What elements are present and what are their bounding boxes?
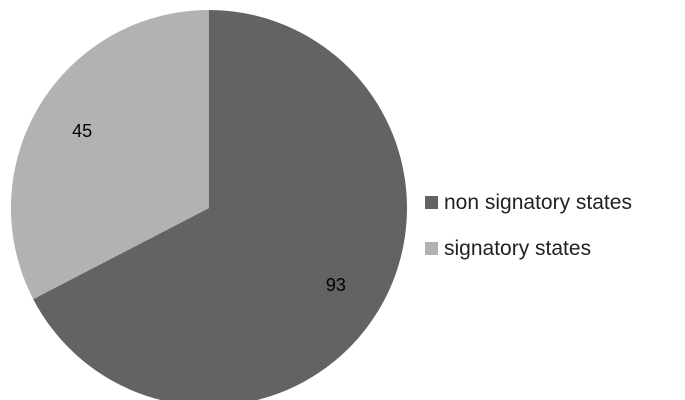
data-label-signatory: 45 <box>72 121 92 141</box>
pie-plot-area: 93 45 <box>11 10 407 400</box>
data-label-non-signatory: 93 <box>326 275 346 295</box>
legend-item-signatory: signatory states <box>425 236 632 260</box>
legend-swatch-non-signatory <box>425 195 438 209</box>
legend-swatch-signatory <box>425 241 438 255</box>
pie-slice-non-signatory <box>33 10 407 400</box>
pie-slice-signatory <box>11 10 210 300</box>
legend-label-signatory: signatory states <box>444 236 592 260</box>
legend-item-non-signatory: non signatory states <box>425 190 632 214</box>
legend: non signatory states signatory states <box>425 190 632 282</box>
legend-label-non-signatory: non signatory states <box>444 190 632 214</box>
